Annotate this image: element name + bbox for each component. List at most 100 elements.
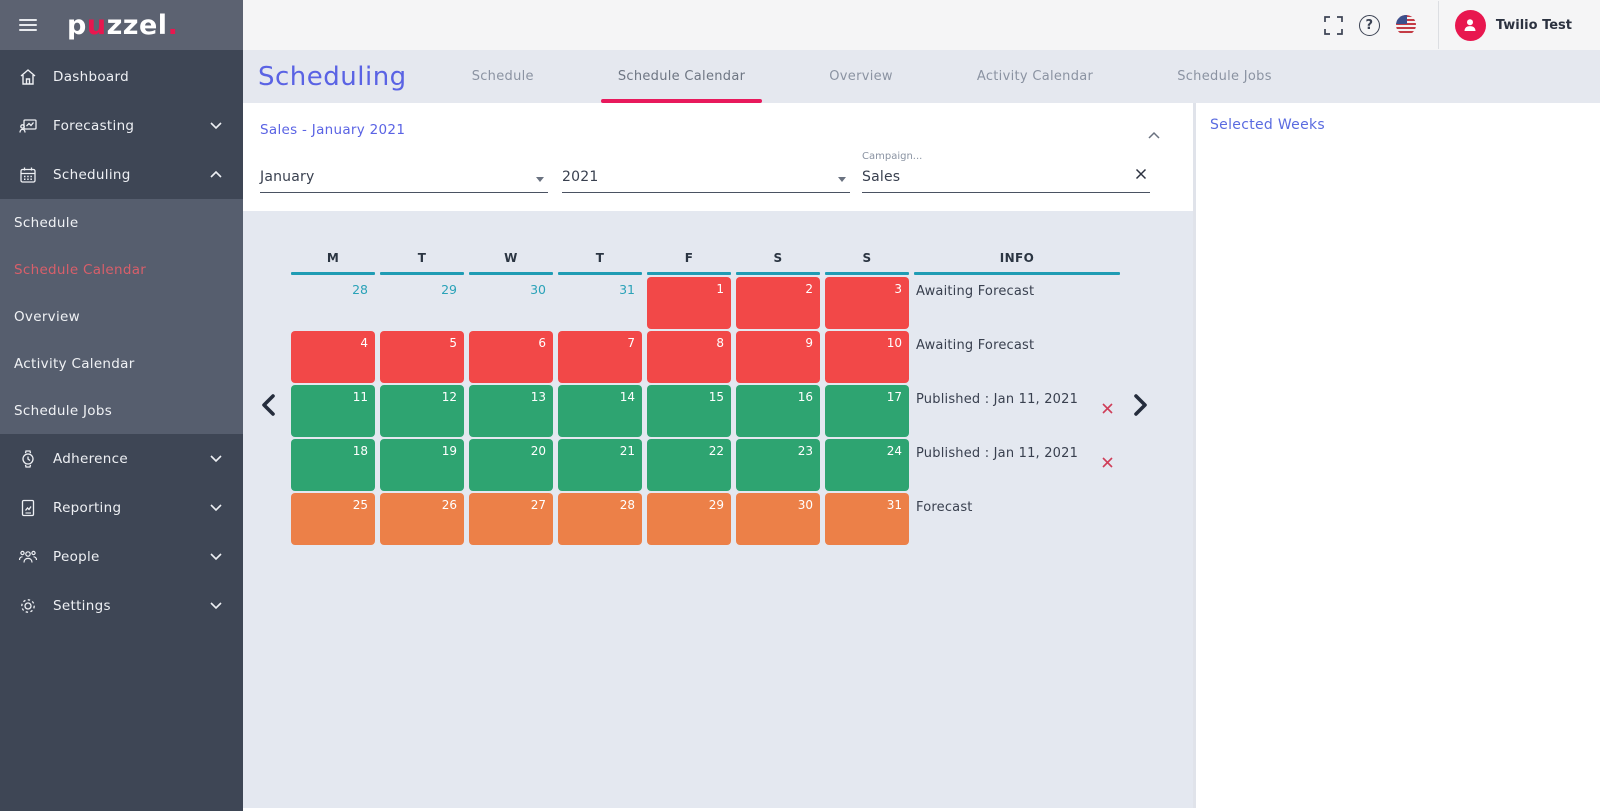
month-select-value: January bbox=[260, 169, 315, 185]
submenu-item-schedule-calendar[interactable]: Schedule Calendar bbox=[14, 261, 147, 278]
calendar-day-cell[interactable]: 15 bbox=[647, 385, 731, 437]
calendar-day-cell[interactable]: 3 bbox=[825, 277, 909, 329]
calendar-day-cell[interactable]: 12 bbox=[380, 385, 464, 437]
chevron-down-icon bbox=[210, 553, 222, 561]
us-flag-icon[interactable] bbox=[1395, 15, 1416, 35]
report-icon bbox=[18, 498, 38, 518]
logo-bar: puzzel. bbox=[0, 0, 243, 50]
submenu-item-overview[interactable]: Overview bbox=[14, 308, 80, 325]
calendar-day-cell[interactable]: 30 bbox=[736, 493, 820, 545]
calendar-day-outside: 29 bbox=[441, 282, 457, 297]
sidebar-item-forecasting[interactable]: Forecasting bbox=[0, 101, 243, 150]
calendar-day-cell[interactable]: 7 bbox=[558, 331, 642, 383]
sidebar-item-label: Settings bbox=[53, 597, 111, 614]
year-select-value: 2021 bbox=[562, 169, 599, 185]
campaign-input-value: Sales bbox=[862, 169, 901, 185]
calendar-column-header: S bbox=[736, 245, 820, 275]
tab-activity-calendar[interactable]: Activity Calendar bbox=[976, 69, 1094, 84]
calendar-day-cell[interactable]: 24 bbox=[825, 439, 909, 491]
next-month-button[interactable] bbox=[1133, 394, 1148, 420]
clear-campaign-icon[interactable] bbox=[1134, 166, 1148, 185]
campaign-input[interactable]: Campaign... Sales bbox=[862, 149, 1150, 193]
submenu-item-activity-calendar[interactable]: Activity Calendar bbox=[14, 355, 135, 372]
calendar-column-header: T bbox=[558, 245, 642, 275]
user-avatar[interactable] bbox=[1454, 9, 1486, 41]
calendar-day-cell[interactable]: 19 bbox=[380, 439, 464, 491]
sidebar-item-label: People bbox=[53, 548, 100, 565]
dropdown-arrow-icon bbox=[838, 177, 846, 182]
calendar-day-cell[interactable]: 9 bbox=[736, 331, 820, 383]
tab-overview[interactable]: Overview bbox=[829, 69, 893, 84]
tab-schedule-jobs[interactable]: Schedule Jobs bbox=[1177, 69, 1272, 84]
month-select[interactable]: January bbox=[260, 149, 548, 193]
calendar-day-cell[interactable]: 6 bbox=[469, 331, 553, 383]
calendar-column-header: INFO bbox=[914, 245, 1120, 275]
calendar-column-header: M bbox=[291, 245, 375, 275]
topbar-divider bbox=[1437, 1, 1439, 49]
remove-week-button[interactable] bbox=[1101, 456, 1114, 469]
hamburger-menu-icon[interactable] bbox=[19, 16, 37, 34]
calendar-day-cell[interactable]: 16 bbox=[736, 385, 820, 437]
page-title: Scheduling bbox=[258, 61, 407, 92]
year-select[interactable]: 2021 bbox=[562, 149, 850, 193]
sidebar-item-people[interactable]: People bbox=[0, 532, 243, 581]
calendar-day-cell[interactable]: 11 bbox=[291, 385, 375, 437]
sidebar-item-reporting[interactable]: Reporting bbox=[0, 483, 243, 532]
calendar-day-cell[interactable]: 27 bbox=[469, 493, 553, 545]
calendar-day-cell[interactable]: 14 bbox=[558, 385, 642, 437]
campaign-input-label: Campaign... bbox=[862, 151, 923, 162]
previous-month-button[interactable] bbox=[261, 394, 276, 420]
calendar-day-cell[interactable]: 26 bbox=[380, 493, 464, 545]
calendar-grid: M T W T F S S INFO 28 29 30 31 1 2 3 Awaiting Forecast 4… bbox=[291, 245, 1120, 545]
selected-weeks-title: Selected Weeks bbox=[1210, 117, 1325, 133]
calendar-day-cell[interactable]: 31 bbox=[825, 493, 909, 545]
week-info: Awaiting Forecast bbox=[916, 338, 1035, 353]
calendar-day-cell[interactable]: 4 bbox=[291, 331, 375, 383]
tab-schedule[interactable]: Schedule bbox=[471, 69, 534, 84]
fullscreen-icon[interactable] bbox=[1323, 15, 1343, 35]
calendar-day-cell[interactable]: 22 bbox=[647, 439, 731, 491]
page-header: Scheduling Schedule Schedule Calendar Ov… bbox=[243, 50, 1600, 103]
calendar-day-cell[interactable]: 1 bbox=[647, 277, 731, 329]
sidebar-item-scheduling[interactable]: Scheduling bbox=[0, 150, 243, 199]
calendar-day-cell[interactable]: 10 bbox=[825, 331, 909, 383]
calendar-day-cell[interactable]: 21 bbox=[558, 439, 642, 491]
calendar-column-header: F bbox=[647, 245, 731, 275]
home-icon bbox=[18, 67, 38, 87]
calendar-day-cell[interactable]: 23 bbox=[736, 439, 820, 491]
logo-accent-letter: u bbox=[86, 9, 107, 41]
gear-icon bbox=[18, 596, 38, 616]
submenu-item-schedule-jobs[interactable]: Schedule Jobs bbox=[14, 402, 113, 419]
schedule-calendar: M T W T F S S INFO 28 29 30 31 1 2 3 Awaiting Forecast 4… bbox=[243, 211, 1193, 808]
calendar-day-cell[interactable]: 17 bbox=[825, 385, 909, 437]
people-icon bbox=[18, 547, 38, 567]
calendar-column-header: S bbox=[825, 245, 909, 275]
chevron-down-icon bbox=[210, 602, 222, 610]
sidebar-item-adherence[interactable]: Adherence bbox=[0, 434, 243, 483]
calendar-day-cell[interactable]: 28 bbox=[558, 493, 642, 545]
calendar-day-cell[interactable]: 5 bbox=[380, 331, 464, 383]
calendar-day-cell[interactable]: 25 bbox=[291, 493, 375, 545]
calendar-day-cell[interactable]: 20 bbox=[469, 439, 553, 491]
submenu-item-schedule[interactable]: Schedule bbox=[14, 214, 79, 231]
sidebar: Dashboard Forecasting Scheduling Schedul… bbox=[0, 50, 243, 811]
week-info: Awaiting Forecast bbox=[916, 284, 1035, 299]
sidebar-item-label: Dashboard bbox=[53, 68, 129, 85]
calendar-day-cell[interactable]: 8 bbox=[647, 331, 731, 383]
sidebar-item-label: Adherence bbox=[53, 450, 128, 467]
tab-schedule-calendar[interactable]: Schedule Calendar bbox=[600, 50, 763, 103]
calendar-day-cell[interactable]: 13 bbox=[469, 385, 553, 437]
sidebar-item-dashboard[interactable]: Dashboard bbox=[0, 52, 243, 101]
sidebar-item-label: Scheduling bbox=[53, 166, 131, 183]
tab-bar: Schedule Schedule Calendar Overview Acti… bbox=[455, 50, 1289, 103]
calendar-day-cell[interactable]: 2 bbox=[736, 277, 820, 329]
chevron-down-icon bbox=[210, 122, 222, 130]
collapse-panel-icon[interactable] bbox=[1147, 125, 1161, 144]
selected-weeks-panel: Selected Weeks bbox=[1193, 103, 1600, 808]
help-icon[interactable]: ? bbox=[1358, 14, 1380, 36]
remove-week-button[interactable] bbox=[1101, 402, 1114, 415]
calendar-day-cell[interactable]: 18 bbox=[291, 439, 375, 491]
calendar-day-cell[interactable]: 29 bbox=[647, 493, 731, 545]
sidebar-item-settings[interactable]: Settings bbox=[0, 581, 243, 630]
chevron-up-icon bbox=[210, 170, 222, 178]
